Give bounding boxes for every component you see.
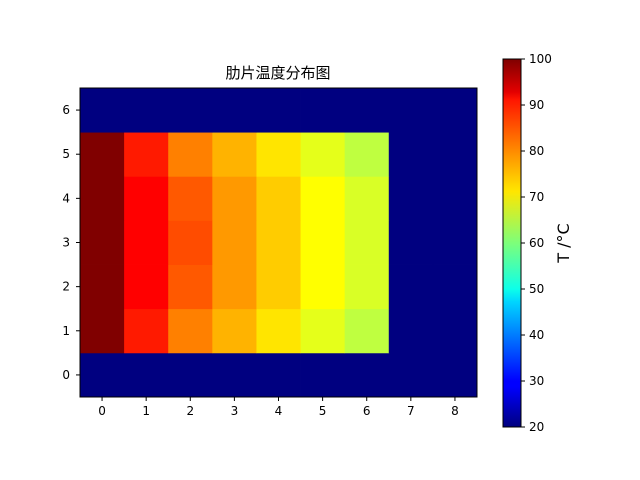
y-tick-label: 3 <box>62 236 70 250</box>
x-axis: 0 1 2 3 4 5 6 7 8 <box>98 397 459 418</box>
heatmap-cell <box>256 176 301 221</box>
colorbar-tick-label: 50 <box>529 282 544 296</box>
y-axis: 0 1 2 3 4 5 6 <box>62 103 80 382</box>
heatmap-cells <box>80 88 478 398</box>
heatmap-cell <box>300 352 346 398</box>
heatmap-cell <box>124 88 169 133</box>
heatmap-cell <box>168 352 213 398</box>
heatmap-cell <box>388 132 434 177</box>
chart-title: 肋片温度分布图 <box>225 64 330 82</box>
x-tick-label: 3 <box>231 404 239 418</box>
heatmap-cell <box>168 88 213 133</box>
heatmap-cell <box>212 352 257 398</box>
x-tick-label: 6 <box>363 404 371 418</box>
colorbar-tick-label: 80 <box>529 144 544 158</box>
heatmap-cell <box>388 352 434 398</box>
colorbar-label: T /°C <box>554 223 573 263</box>
heatmap-cell <box>432 308 478 354</box>
heatmap-cell <box>124 220 169 265</box>
heatmap-cell <box>256 352 301 398</box>
heatmap-cell <box>256 132 301 177</box>
heatmap-cell <box>432 220 478 265</box>
heatmap-cell <box>168 220 213 265</box>
heatmap-cell <box>80 264 125 310</box>
y-tick-label: 5 <box>62 147 70 161</box>
heatmap-cell <box>432 132 478 177</box>
x-tick-label: 8 <box>451 404 459 418</box>
x-tick-label: 7 <box>407 404 415 418</box>
heatmap-cell <box>300 308 346 354</box>
heatmap-cell <box>124 176 169 221</box>
heatmap-cell <box>80 132 125 177</box>
heatmap-cell <box>344 132 390 177</box>
y-tick-label: 6 <box>62 103 70 117</box>
heatmap-cell <box>432 264 478 310</box>
heatmap-cell <box>432 176 478 221</box>
heatmap-cell <box>432 88 478 133</box>
colorbar-tick-label: 90 <box>529 98 544 112</box>
y-tick-label: 4 <box>62 191 70 205</box>
heatmap-cell <box>80 220 125 265</box>
colorbar <box>502 58 522 428</box>
heatmap-cell <box>212 220 257 265</box>
heatmap-cell <box>124 132 169 177</box>
heatmap-cell <box>344 176 390 221</box>
colorbar-tick-label: 70 <box>529 190 544 204</box>
heatmap-cell <box>168 176 213 221</box>
heatmap-cell <box>388 308 434 354</box>
y-tick-label: 0 <box>62 368 70 382</box>
heatmap-cell <box>80 88 125 133</box>
heatmap-cell <box>300 88 346 133</box>
heatmap-cell <box>256 88 301 133</box>
heatmap-cell <box>388 220 434 265</box>
heatmap-cell <box>80 352 125 398</box>
x-tick-label: 4 <box>275 404 283 418</box>
heatmap-cell <box>124 352 169 398</box>
heatmap-cell <box>80 176 125 221</box>
heatmap-cell <box>168 308 213 354</box>
x-tick-label: 2 <box>186 404 194 418</box>
colorbar-tick-label: 40 <box>529 328 544 342</box>
heatmap-cell <box>124 308 169 354</box>
x-tick-label: 1 <box>142 404 150 418</box>
colorbar-tick-label: 60 <box>529 236 544 250</box>
colorbar-tick-label: 100 <box>529 52 552 66</box>
heatmap-cell <box>212 308 257 354</box>
heatmap-cell <box>344 352 390 398</box>
heatmap-cell <box>212 264 257 310</box>
heatmap-cell <box>168 132 213 177</box>
heatmap-cell <box>344 88 390 133</box>
heatmap-cell <box>256 220 301 265</box>
heatmap-cell <box>344 308 390 354</box>
colorbar-axis: 20 30 40 50 60 70 80 90 100 <box>521 52 552 434</box>
heatmap-cell <box>344 220 390 265</box>
heatmap-cell <box>256 264 301 310</box>
colorbar-tick-label: 30 <box>529 374 544 388</box>
heatmap-cell <box>432 352 478 398</box>
heatmap-cell <box>388 264 434 310</box>
x-tick-label: 0 <box>98 404 106 418</box>
heatmap-cell <box>80 308 125 354</box>
heatmap-cell <box>344 264 390 310</box>
heatmap-cell <box>300 176 346 221</box>
y-tick-label: 2 <box>62 280 70 294</box>
heatmap-cell <box>300 220 346 265</box>
heatmap-cell <box>168 264 213 310</box>
heatmap-cell <box>388 88 434 133</box>
heatmap-cell <box>212 176 257 221</box>
heatmap-cell <box>388 176 434 221</box>
y-tick-label: 1 <box>62 324 70 338</box>
heatmap-cell <box>212 132 257 177</box>
x-tick-label: 5 <box>319 404 327 418</box>
heatmap-cell <box>300 132 346 177</box>
heatmap-cell <box>256 308 301 354</box>
heatmap-cell <box>124 264 169 310</box>
heatmap-cell <box>212 88 257 133</box>
colorbar-tick-label: 20 <box>529 420 544 434</box>
heatmap-cell <box>300 264 346 310</box>
